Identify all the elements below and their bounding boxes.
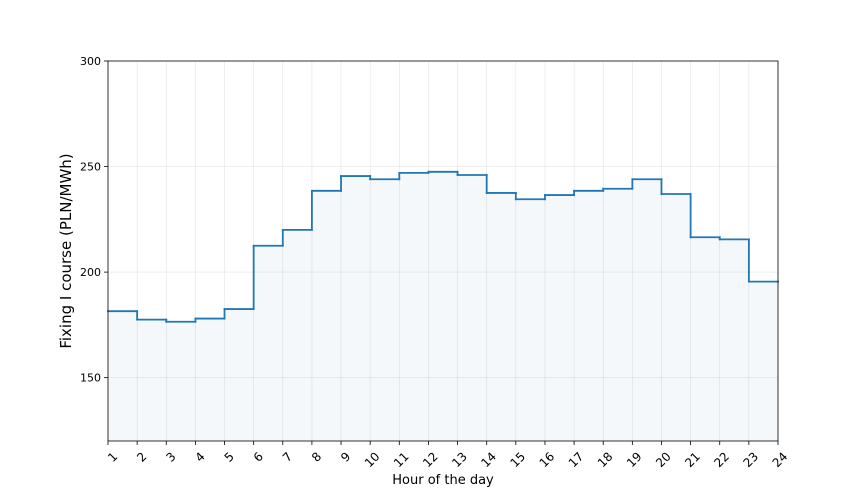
x-tick-label: 7 [280,449,295,464]
plot-frame [107,60,779,442]
x-tick-label: 21 [682,449,703,470]
x-tick-label: 13 [449,449,470,470]
x-tick-label: 16 [537,449,558,470]
x-axis-label: Hour of the day [392,473,494,488]
x-tick-label: 18 [595,449,616,470]
x-tick-label: 1 [105,449,120,464]
y-tick-label: 200 [80,266,101,279]
x-tick-label: 8 [309,449,324,464]
x-tick-label: 20 [653,449,674,470]
x-tick-label: 15 [507,449,528,470]
area-fill [108,171,778,442]
x-tick-label: 12 [420,449,441,470]
grid-lines [107,60,779,441]
x-tick-label: 5 [222,449,237,464]
y-axis: 150 200 250 300 [80,55,108,385]
x-tick-label: 19 [624,449,645,470]
y-tick-label: 250 [80,161,101,174]
x-tick-label: 22 [711,449,732,470]
x-axis: 1 2 3 4 5 6 7 8 9 10 11 12 13 14 15 16 17 18 19 20 21 22 23 24 [105,441,790,470]
x-tick-label: 4 [192,449,207,464]
x-tick-label: 9 [338,449,353,464]
y-tick-label: 300 [80,55,101,68]
x-tick-label: 11 [391,449,412,470]
x-tick-label: 10 [362,449,383,470]
x-tick-label: 6 [251,449,266,464]
x-tick-label: 2 [134,449,149,464]
y-tick-label: 150 [80,372,101,385]
x-tick-label: 14 [478,449,499,470]
step-series [107,170,779,323]
x-tick-label: 23 [741,449,762,470]
y-axis-label: Fixing I course (PLN/MWh) [57,153,75,348]
x-tick-label: 24 [770,449,791,470]
x-tick-label: 3 [163,449,178,464]
x-tick-label: 17 [566,449,587,470]
